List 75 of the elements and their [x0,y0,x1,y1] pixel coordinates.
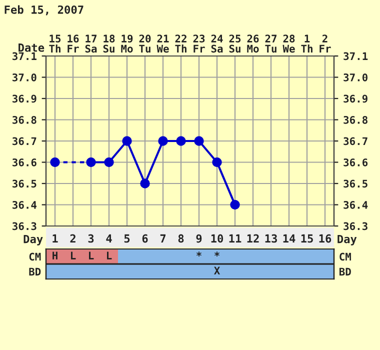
x-tick-label: 20 Tu [139,34,151,53]
text: * [214,252,220,256]
y2-tick-label: CM [340,252,351,261]
x-tick-label: 2 Fr [320,34,331,52]
y2-tick-label: 36.9 [344,94,368,103]
y2-tick-label: 36.5 [344,180,368,188]
y2-tick-label: 36.8 [344,116,368,124]
x-tick-label: 10 [211,234,224,243]
x-tick-label: 4 [106,234,112,243]
x-tick-label: 18 Su [103,34,115,53]
y-tick-label: 36.7 [12,137,36,146]
y2-tick-label: 36.6 [344,158,368,166]
y2-tick-label: 36.4 [344,200,368,209]
y-tick-label: BD [29,268,41,276]
x-tick-label: 2 [70,234,76,243]
x-tick-label: 16 [319,234,332,243]
x-tick-label: 6 [142,234,148,243]
x-tick-label: 3 [88,234,94,243]
text: * [196,252,202,256]
y2-tick-label: 37.1 [344,52,368,60]
point [86,157,96,168]
x-tick-label: 1 Th [301,34,312,52]
x-axis-title: Day [24,234,43,246]
x-tick-label: 17 Sa [85,34,97,53]
y-tick-label: 36.3 [12,222,36,230]
x-tick-label: 23 Fr [193,34,205,52]
x-axis-title: Date [18,44,44,52]
x-tick-label: 13 [265,234,277,243]
y-tick-label: 36.9 [12,94,36,103]
text: L [71,252,76,260]
x-tick-label: 14 [283,234,296,243]
x-tick-label: 5 [124,234,130,243]
y-tick-label: 36.5 [12,180,36,188]
point [176,136,186,146]
point [104,157,114,168]
x-tick-label: 11 [229,234,242,243]
y2-tick-label: 36.7 [344,137,368,146]
x-tick-label: 22 Th [175,34,186,52]
x-tick-label: 28 We [282,34,295,53]
text: L [89,252,94,260]
point [140,178,150,188]
x-tick-label: 7 [160,234,166,243]
y-tick-label: CM [29,252,41,261]
y-tick-label: 36.8 [12,116,36,124]
x-tick-label: 21 We [156,34,169,53]
x-tick-label: 1 [52,234,58,243]
x-tick-label: 19 Mo [121,34,133,53]
chart-title: Feb 15, 2007 [4,5,84,16]
x-tick-label: 16 Fr [68,34,79,52]
point [230,200,240,210]
y-tick-label: 37.1 [12,52,36,60]
x-tick-label: 25 Su [229,34,241,53]
x-tick-label: 27 Tu [265,34,276,53]
y2-tick-label: 36.3 [344,222,368,230]
text: X [214,266,220,274]
point [158,136,168,146]
x-tick-label: 12 [247,234,259,243]
y-tick-label: 37.0 [12,73,36,82]
text: Day [338,234,357,246]
x-tick-label: 9 [196,234,202,243]
y2-tick-label: 37.0 [344,73,368,82]
point [50,157,60,168]
text: H [52,252,58,260]
x-tick-label: 26 Mo [247,34,259,53]
y2-tick-label: BD [339,268,351,276]
text: L [107,252,112,260]
point [212,157,222,168]
x-tick-label: 8 [178,234,184,243]
x-tick-label: 15 [301,234,313,243]
point [122,136,132,146]
y-tick-label: 36.4 [12,200,37,209]
x-tick-label: 24 Sa [211,34,223,53]
y-tick-label: 36.6 [12,158,36,166]
x-tick-label: 15 Th [49,34,61,52]
point [194,136,204,146]
